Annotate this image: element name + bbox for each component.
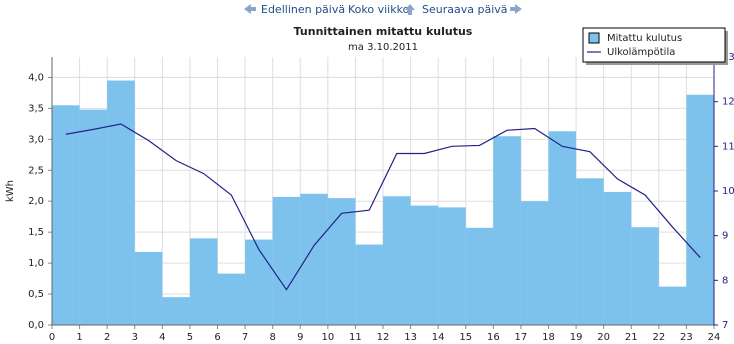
- y2-tick-label: 8: [722, 275, 728, 286]
- bar: [189, 238, 218, 325]
- bar: [162, 297, 190, 325]
- legend: [582, 27, 726, 63]
- x-tick-label: 19: [570, 332, 583, 343]
- bar: [576, 178, 604, 325]
- bar: [438, 207, 466, 325]
- y-tick-label: 3,0: [28, 134, 44, 145]
- bar: [355, 244, 383, 325]
- x-tick-label: 20: [597, 332, 610, 343]
- x-tick-label: 15: [459, 332, 472, 343]
- x-tick-label: 2: [104, 332, 110, 343]
- y-axis-label: kWh: [5, 180, 16, 202]
- y-tick-label: 1,0: [28, 258, 44, 269]
- next-arrow[interactable]: [510, 4, 522, 14]
- legend-swatch: [588, 32, 600, 44]
- next-link[interactable]: Seuraava päivä: [422, 3, 508, 16]
- bar: [300, 193, 328, 325]
- x-tick-label: 0: [49, 332, 55, 343]
- x-tick-label: 18: [542, 332, 555, 343]
- x-tick-label: 5: [187, 332, 193, 343]
- line: [65, 123, 701, 291]
- y-tick-label: 4,0: [28, 72, 44, 83]
- x-tick-label: 14: [432, 332, 445, 343]
- x-tick-label: 23: [680, 332, 693, 343]
- prev-link[interactable]: Edellinen päivä: [261, 3, 345, 16]
- bar: [79, 109, 108, 325]
- bar: [658, 286, 687, 325]
- bar: [410, 205, 439, 325]
- x-tick-label: 3: [132, 332, 138, 343]
- week-arrow[interactable]: [405, 4, 415, 15]
- bar: [548, 131, 577, 325]
- y-tick-label: 1,5: [28, 227, 44, 238]
- y2-tick-label: 9: [722, 231, 728, 242]
- week-link[interactable]: Koko viikko: [348, 3, 410, 16]
- y2-tick-label: 7: [722, 320, 728, 331]
- x-tick-label: 10: [321, 332, 334, 343]
- y-tick-label: 0,0: [28, 320, 44, 331]
- bar: [465, 227, 494, 325]
- bar: [217, 273, 246, 325]
- x-tick-label: 11: [349, 332, 362, 343]
- y-tick-label: 0,5: [28, 289, 44, 300]
- chart-subtitle: ma 3.10.2011: [348, 42, 418, 53]
- y2-tick-label: 12: [722, 97, 734, 108]
- legend-label: Mitattu kulutus: [607, 33, 682, 44]
- x-tick-label: 24: [708, 332, 721, 343]
- bar: [272, 196, 301, 325]
- bar: [383, 196, 411, 325]
- nav-bar: Edellinen päivä Koko viikko Seuraava päi…: [244, 3, 522, 16]
- x-tick-label: 13: [404, 332, 417, 343]
- x-tick-label: 7: [242, 332, 248, 343]
- y2-tick-label: 11: [722, 141, 734, 152]
- x-tick-label: 12: [377, 332, 390, 343]
- x-tick-label: 21: [625, 332, 638, 343]
- prev-arrow[interactable]: [244, 4, 256, 14]
- y2-tick-label: 10: [722, 186, 734, 197]
- bar: [631, 227, 659, 325]
- x-tick-label: 16: [487, 332, 500, 343]
- bar: [493, 136, 521, 325]
- y-tick-label: 2,0: [28, 196, 44, 207]
- x-tick-label: 1: [76, 332, 82, 343]
- bar: [327, 198, 356, 325]
- bar: [107, 80, 135, 326]
- y-tick-label: 2,5: [28, 165, 44, 176]
- bar: [134, 251, 163, 325]
- x-tick-label: 8: [269, 332, 275, 343]
- chart-title: Tunnittainen mitattu kulutus: [294, 25, 473, 38]
- bar: [603, 191, 632, 325]
- x-tick-label: 4: [159, 332, 165, 343]
- x-tick-label: 22: [652, 332, 665, 343]
- x-tick-label: 6: [214, 332, 220, 343]
- bar: [520, 201, 549, 325]
- legend-label: Ulkolämpötila: [607, 47, 675, 58]
- bar: [686, 94, 714, 326]
- x-tick-label: 17: [515, 332, 528, 343]
- bar: [245, 239, 273, 325]
- bar: [52, 105, 80, 326]
- y-tick-label: 3,5: [28, 103, 44, 114]
- x-tick-label: 9: [297, 332, 303, 343]
